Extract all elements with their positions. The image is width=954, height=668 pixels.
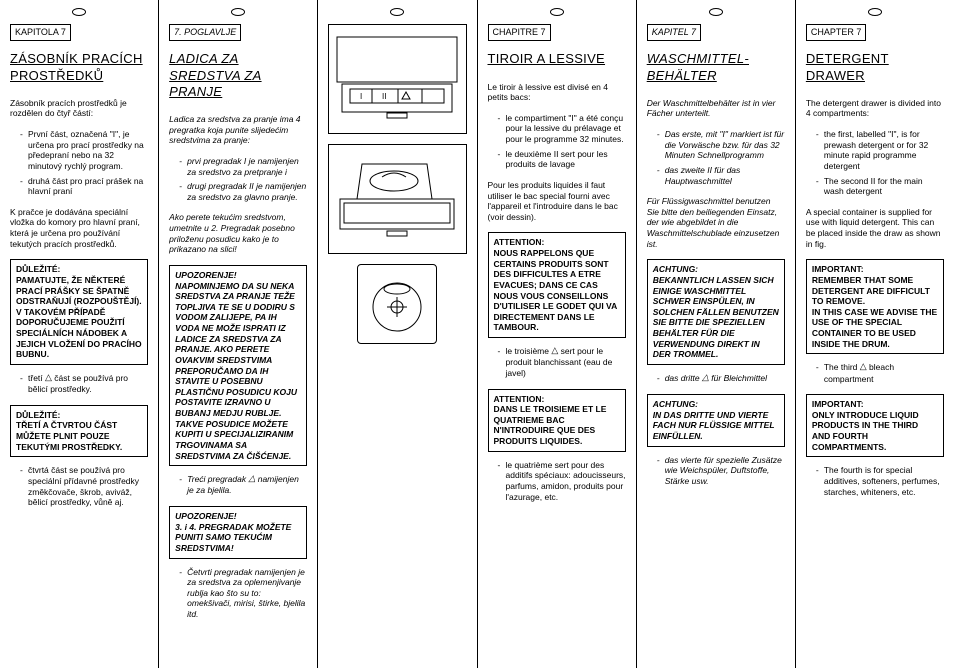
list-item: třetí △ část se používá pro bělicí prost…	[20, 373, 148, 395]
list-item: The third △ bleach compartment	[816, 362, 944, 384]
list-item: Četvrti pregradak namijenjen je za sreds…	[179, 567, 307, 620]
bullet-list-1: První část, označená "I", je určena pro …	[10, 129, 148, 197]
list-item: le troisième △ sert pour le produit blan…	[498, 346, 626, 379]
para-2: Für Flüssigwaschmittel benutzen Sie bitt…	[647, 196, 785, 249]
warning-box-1: UPOZORENJE!NAPOMINJEMO DA SU NEKA SREDST…	[169, 265, 307, 466]
intro-text: The detergent drawer is divided into 4 c…	[806, 98, 944, 119]
warning-box-2: UPOZORENJE!3. i 4. PREGRADAK MOŽETE PUNI…	[169, 506, 307, 559]
para-2: Pour les produits liquides il faut utili…	[488, 180, 626, 223]
chapter-label: CHAPITRE 7	[488, 24, 551, 41]
triangle-icon: △	[45, 372, 52, 383]
list-item: The second II for the main wash detergen…	[816, 176, 944, 197]
bullet-mid: Treći pregradak △ namijenjen je za bjeli…	[169, 474, 307, 496]
intro-text: Le tiroir à lessive est divisé en 4 peti…	[488, 82, 626, 103]
section-title: ZÁSOBNÍK PRACÍCH PROSTŘEDKŮ	[10, 51, 148, 84]
bullet-end: Četvrti pregradak namijenjen je za sreds…	[169, 567, 307, 620]
warning-box-1: ATTENTION:NOUS RAPPELONS QUE CERTAINS PR…	[488, 232, 626, 338]
bullet-list-1: prvi pregradak I je namijenjen za sredst…	[169, 156, 307, 203]
binder-hole	[550, 8, 564, 16]
list-item: čtvrtá část se používá pro speciální pří…	[20, 465, 148, 508]
bullet-list-1: le compartiment "I" a été conçu pour la …	[488, 113, 626, 170]
dosing-ball-illustration	[357, 264, 437, 344]
list-item: The fourth is for special additives, sof…	[816, 465, 944, 497]
bullet-mid: das dritte △ für Bleichmittel	[647, 373, 785, 384]
list-item: le deuxième II sert pour les produits de…	[498, 149, 626, 170]
list-item: První část, označená "I", je určena pro …	[20, 129, 148, 172]
list-item: Das erste, mit "I" markiert ist für die …	[657, 129, 785, 161]
binder-hole	[709, 8, 723, 16]
list-item: drugi pregradak II je namijenjen za sred…	[179, 181, 307, 202]
bullet-list-1: the first, labelled "I", is for prewash …	[806, 129, 944, 197]
manual-page: KAPITOLA 7 ZÁSOBNÍK PRACÍCH PROSTŘEDKŮ Z…	[0, 0, 954, 668]
warning-box-2: IMPORTANT:ONLY INTRODUCE LIQUID PRODUCTS…	[806, 394, 944, 457]
list-item: Treći pregradak △ namijenjen je za bjeli…	[179, 474, 307, 496]
bullet-mid: le troisième △ sert pour le produit blan…	[488, 346, 626, 379]
intro-text: Der Waschmittelbehälter ist in vier Fäch…	[647, 98, 785, 119]
binder-hole	[390, 8, 404, 16]
triangle-icon: △	[551, 345, 558, 356]
section-title: WASCHMITTEL-BEHÄLTER	[647, 51, 785, 84]
list-item: das vierte für spezielle Zusätze wie Wei…	[657, 455, 785, 487]
intro-text: Ladica za sredstva za pranje ima 4 pregr…	[169, 114, 307, 146]
triangle-icon: △	[860, 361, 867, 372]
list-item: druhá část pro prací prášek na hlavní pr…	[20, 176, 148, 197]
column-en: CHAPTER 7 DETERGENT DRAWER The detergent…	[796, 0, 954, 668]
warning-box-1: IMPORTANT:REMEMBER THAT SOME DETERGENT A…	[806, 259, 944, 354]
intro-text: Zásobník pracích prostředků je rozdělen …	[10, 98, 148, 119]
bullet-end: le quatrième sert pour des additifs spéc…	[488, 460, 626, 503]
binder-hole	[231, 8, 245, 16]
warning-box-1: ACHTUNG:BEKANNTLICH LASSEN SICH EINIGE W…	[647, 259, 785, 365]
bullet-mid: třetí △ část se používá pro bělicí prost…	[10, 373, 148, 395]
triangle-icon: △	[248, 473, 255, 484]
column-fr: CHAPITRE 7 TIROIR A LESSIVE Le tiroir à …	[478, 0, 637, 668]
binder-hole	[868, 8, 882, 16]
chapter-label: KAPITEL 7	[647, 24, 701, 41]
para-2: A special container is supplied for use …	[806, 207, 944, 250]
column-illustrations: I II	[318, 0, 477, 668]
para-2: Ako perete tekućim sredstvom, umetnite u…	[169, 212, 307, 255]
bullet-end: The fourth is for special additives, sof…	[806, 465, 944, 497]
column-de: KAPITEL 7 WASCHMITTEL-BEHÄLTER Der Wasch…	[637, 0, 796, 668]
bullet-end: čtvrtá část se používá pro speciální pří…	[10, 465, 148, 508]
chapter-label: KAPITOLA 7	[10, 24, 71, 41]
list-item: das zweite II für das Hauptwaschmittel	[657, 165, 785, 186]
triangle-icon: △	[702, 372, 709, 383]
column-hr: 7. POGLAVLJE LADICA ZA SREDSTVA ZA PRANJ…	[159, 0, 318, 668]
bullet-mid: The third △ bleach compartment	[806, 362, 944, 384]
bullet-list-1: Das erste, mit "I" markiert ist für die …	[647, 129, 785, 186]
section-title: TIROIR A LESSIVE	[488, 51, 626, 67]
list-item: the first, labelled "I", is for prewash …	[816, 129, 944, 172]
chapter-label: CHAPTER 7	[806, 24, 867, 41]
list-item: le quatrième sert pour des additifs spéc…	[498, 460, 626, 503]
bullet-end: das vierte für spezielle Zusätze wie Wei…	[647, 455, 785, 487]
compartment-i-label: I	[360, 92, 362, 101]
warning-box-2: DŮLEŽITÉ:TŘETÍ A ČTVRTOU ČÁST MŮŽETE PLN…	[10, 405, 148, 458]
list-item: prvi pregradak I je namijenjen za sredst…	[179, 156, 307, 177]
liquid-insert-illustration	[328, 144, 466, 254]
chapter-label: 7. POGLAVLJE	[169, 24, 241, 41]
compartment-ii-label: II	[382, 92, 386, 101]
warning-box-2: ACHTUNG:IN DAS DRITTE UND VIERTE FACH NU…	[647, 394, 785, 447]
drawer-open-illustration: I II	[328, 24, 466, 134]
list-item: le compartiment "I" a été conçu pour la …	[498, 113, 626, 145]
warning-box-2: ATTENTION:DANS LE TROISIEME ET LE QUATRI…	[488, 389, 626, 452]
section-title: DETERGENT DRAWER	[806, 51, 944, 84]
section-title: LADICA ZA SREDSTVA ZA PRANJE	[169, 51, 307, 100]
para-2: K pračce je dodávána speciální vložka do…	[10, 207, 148, 250]
list-item: das dritte △ für Bleichmittel	[657, 373, 785, 384]
binder-hole	[72, 8, 86, 16]
column-cs: KAPITOLA 7 ZÁSOBNÍK PRACÍCH PROSTŘEDKŮ Z…	[0, 0, 159, 668]
warning-box-1: DŮLEŽITÉ:PAMATUJTE, ŽE NĚKTERÉ PRACÍ PRÁ…	[10, 259, 148, 365]
